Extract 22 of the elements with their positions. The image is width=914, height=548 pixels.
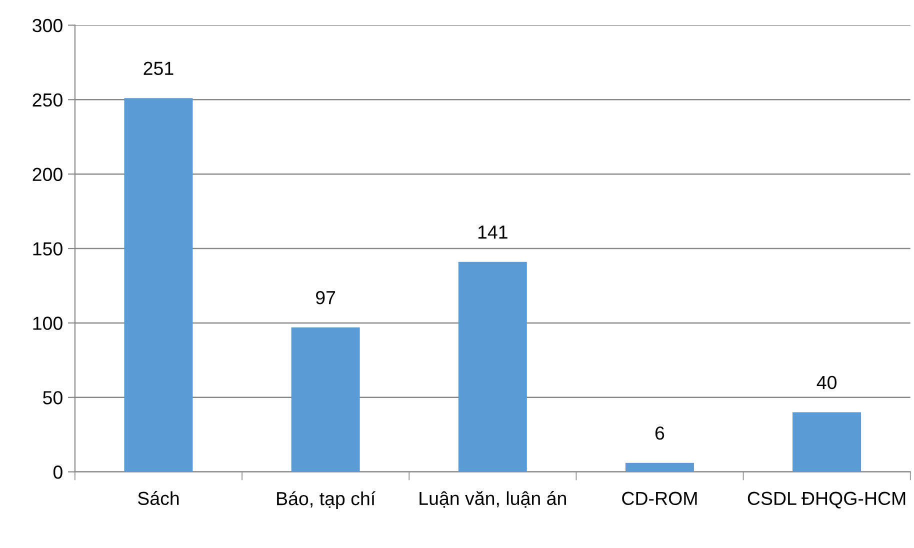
x-tick-label: Luận văn, luận án (420, 491, 566, 508)
data-label: 251 (144, 62, 174, 76)
bar (792, 412, 862, 472)
bar (458, 262, 527, 472)
y-tick-label: 250 (32, 93, 62, 107)
bar (291, 327, 360, 472)
y-tick-label: 300 (32, 18, 62, 32)
data-label: 97 (316, 290, 336, 304)
bar (124, 98, 193, 472)
data-label: 6 (655, 426, 664, 440)
x-tick-label: Sách (138, 491, 179, 506)
x-tick-label: Báo, tạp chí (277, 491, 376, 509)
data-label: 141 (478, 226, 508, 239)
y-tick-label: 50 (43, 391, 62, 404)
bar (625, 462, 694, 472)
x-tick-label: CD-ROM (622, 492, 697, 506)
x-tick-label: CSDL ĐHQG-HCM (748, 492, 906, 508)
y-tick-label: 150 (33, 242, 62, 256)
y-tick-label: 100 (33, 316, 62, 330)
y-tick-label: 0 (53, 466, 62, 479)
y-tick-label: 200 (32, 168, 62, 182)
data-label: 40 (816, 376, 836, 390)
